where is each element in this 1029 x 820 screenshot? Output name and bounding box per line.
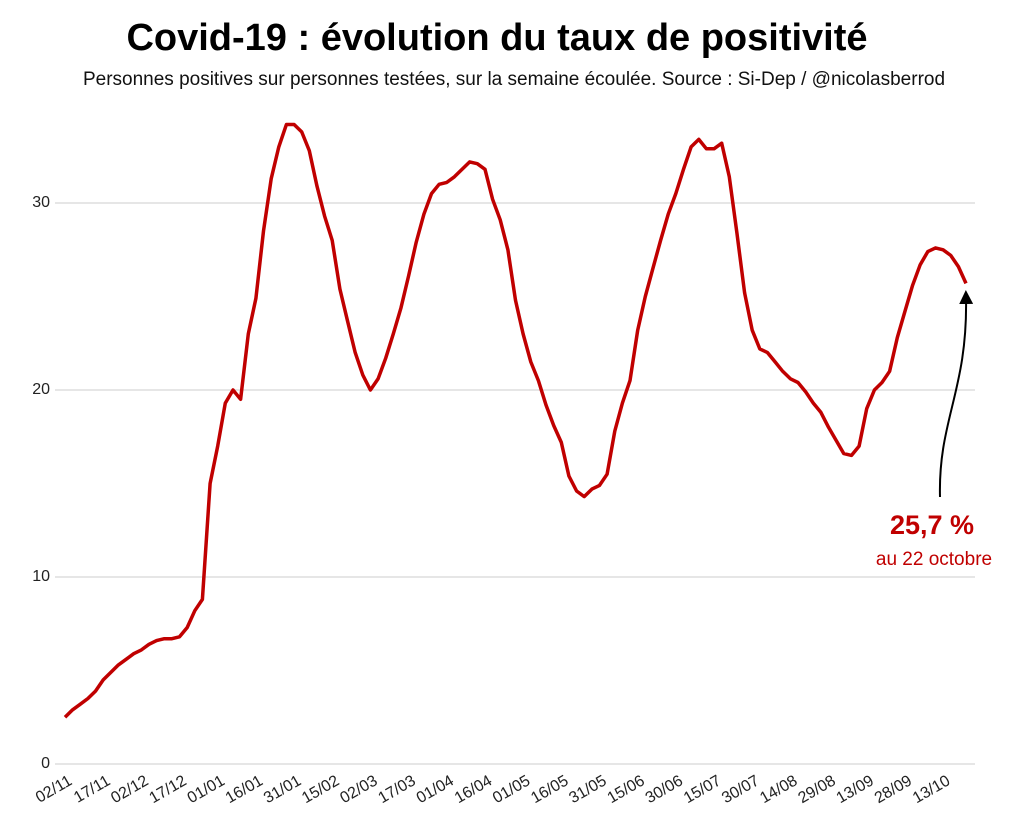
x-tick-label: 02/03 [337,772,380,807]
y-tick-label: 20 [32,381,50,398]
x-tick-label: 17/12 [146,772,189,807]
data-line [63,122,968,719]
x-tick-label: 01/05 [490,772,533,807]
chart-title: Covid-19 : évolution du taux de positivi… [126,17,867,59]
x-tick-label: 14/08 [757,772,800,807]
x-tick-label: 15/06 [605,772,648,807]
x-tick-label: 02/12 [108,772,151,807]
x-tick-label: 30/07 [719,772,762,807]
x-tick-label: 16/01 [223,772,266,807]
y-tick-label: 30 [32,194,50,211]
x-tick-label: 31/05 [566,772,609,807]
annotation-arrow [938,290,974,498]
x-tick-label: 28/09 [872,772,915,807]
x-tick-label: 17/11 [71,772,113,806]
x-tick-label: 13/09 [834,772,877,807]
x-tick-label: 02/11 [33,772,75,806]
annotation-value: 25,7 % [890,510,974,540]
y-tick-label: 0 [41,755,50,772]
x-tick-label: 31/01 [261,772,304,807]
x-tick-label: 29/08 [795,772,838,807]
x-tick-label: 15/07 [681,772,724,807]
x-tick-label: 16/05 [528,772,571,807]
chart-subtitle: Personnes positives sur personnes testée… [83,69,945,90]
y-tick-label: 10 [32,568,50,585]
x-tick-label: 16/04 [452,772,495,807]
x-tick-label: 13/10 [910,772,953,807]
x-tick-label: 01/01 [185,772,228,807]
annotation-note: au 22 octobre [876,549,992,570]
x-tick-label: 01/04 [414,772,457,807]
x-tick-label: 17/03 [376,772,419,807]
x-tick-label: 15/02 [299,772,342,807]
x-tick-label: 30/06 [643,772,686,807]
